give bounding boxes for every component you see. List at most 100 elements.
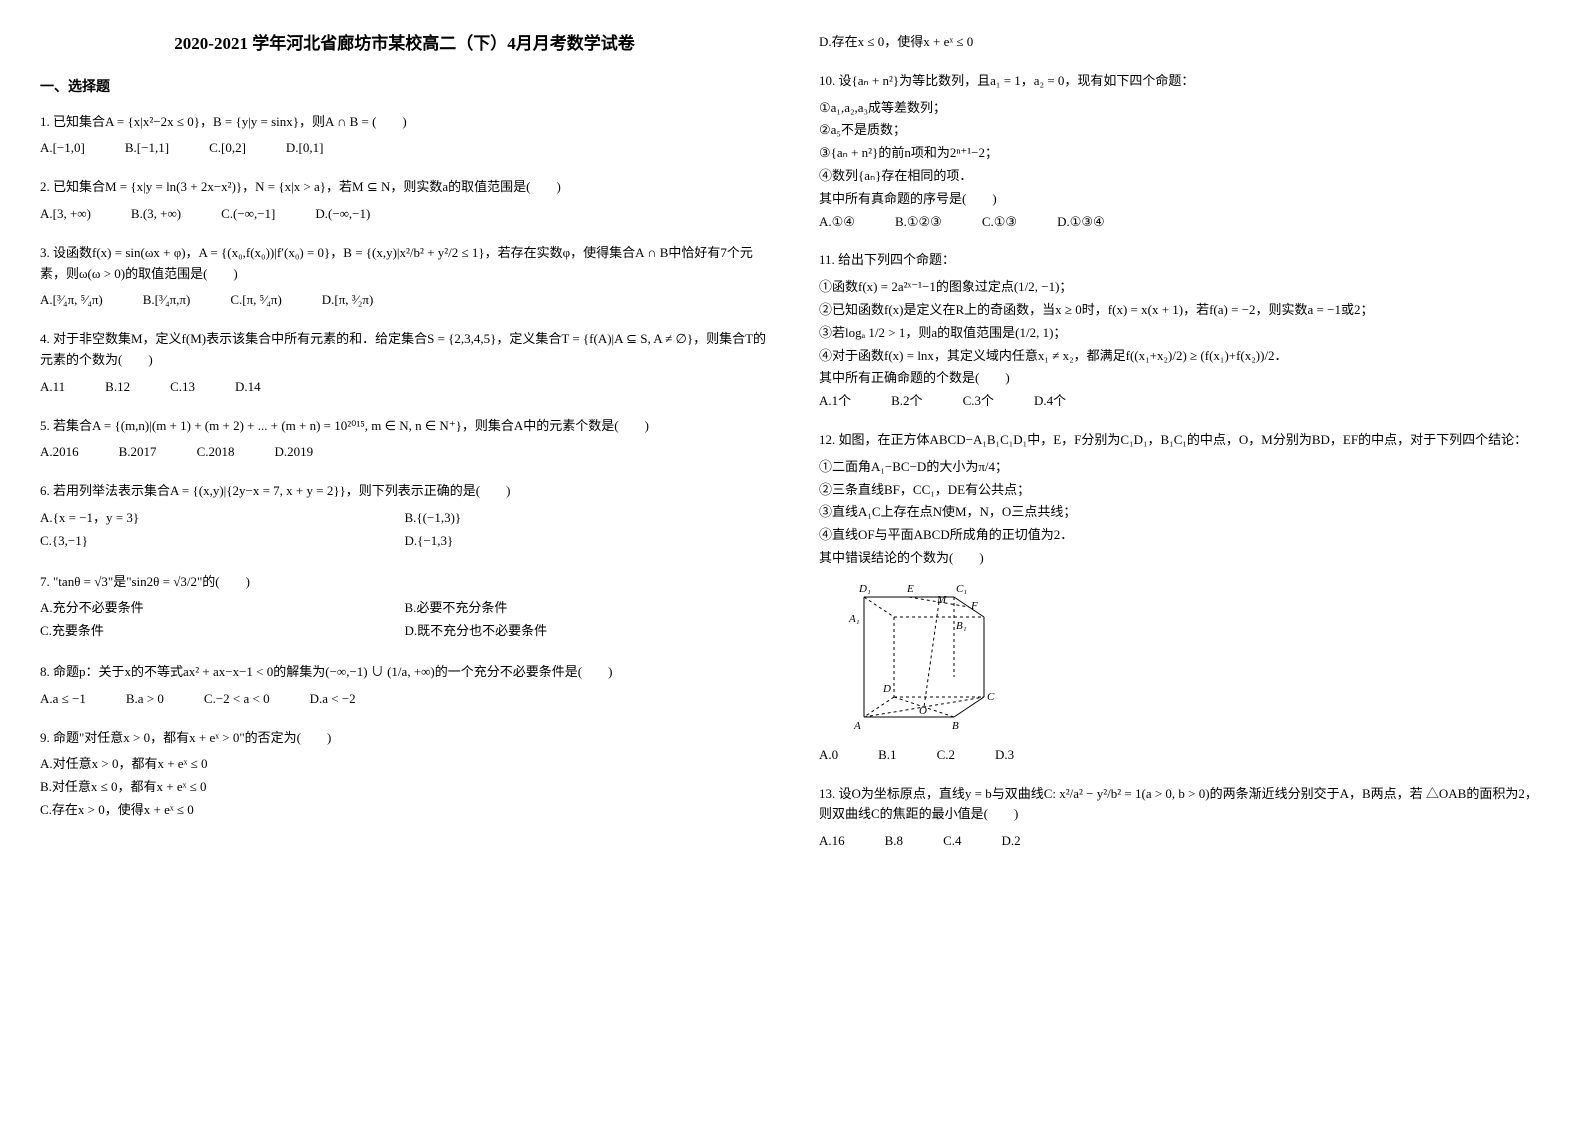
q6-opt-d: D.{−1,3} [405,531,770,552]
exam-title: 2020-2021 学年河北省廊坊市某校高二（下）4月月考数学试卷 [40,30,769,57]
q5-options: A.2016 B.2017 C.2018 D.2019 [40,442,769,463]
q9-opt-b: B.对任意x ≤ 0，都有x + eˣ ≤ 0 [40,777,769,798]
q11-stem: 11. 给出下列四个命题： [819,250,1548,271]
q1-options: A.[−1,0] B.[−1,1] C.[0,2] D.[0,1] [40,138,769,159]
q2-opt-b: B.(3, +∞) [131,204,181,225]
q9-stem: 9. 命题"对任意x > 0，都有x + eˣ > 0"的否定为( ) [40,728,769,749]
q4-opt-d: D.14 [235,377,261,398]
q8-opt-d: D.a < −2 [310,689,356,710]
q12-opt-a: A.0 [819,745,838,766]
label-a1: A₁ [848,613,860,625]
q8-options: A.a ≤ −1 B.a > 0 C.−2 < a < 0 D.a < −2 [40,689,769,710]
q10-options: A.①④ B.①②③ C.①③ D.①③④ [819,212,1548,233]
q4-stem: 4. 对于非空数集M，定义f(M)表示该集合中所有元素的和．给定集合S = {2… [40,329,769,371]
q6-options: A.{x = −1，y = 3} B.{(−1,3)} C.{3,−1} D.{… [40,508,769,554]
q10-s2: ②a₅不是质数； [819,120,1548,141]
q2-opt-a: A.[3, +∞) [40,204,91,225]
question-4: 4. 对于非空数集M，定义f(M)表示该集合中所有元素的和．给定集合S = {2… [40,329,769,397]
q1-opt-a: A.[−1,0] [40,138,85,159]
q8-opt-c: C.−2 < a < 0 [204,689,270,710]
q5-opt-a: A.2016 [40,442,79,463]
q12-s1: ①二面角A₁−BC−D的大小为π/4； [819,457,1548,478]
q6-opt-c: C.{3,−1} [40,531,405,552]
q12-s4: ④直线OF与平面ABCD所成角的正切值为2． [819,525,1548,546]
q11-options: A.1个 B.2个 C.3个 D.4个 [819,391,1548,412]
q7-opt-d: D.既不充分也不必要条件 [405,621,770,642]
right-column: D.存在x ≤ 0，使得x + eˣ ≤ 0 10. 设{aₙ + n²}为等比… [819,30,1548,1093]
q6-opt-b: B.{(−1,3)} [405,508,770,529]
q11-opt-a: A.1个 [819,391,851,412]
q11-opt-c: C.3个 [963,391,994,412]
label-e: E [906,583,914,595]
q11-opt-b: B.2个 [891,391,922,412]
q7-opt-c: C.充要条件 [40,621,405,642]
label-f: F [970,600,978,612]
q10-opt-d: D.①③④ [1057,212,1105,233]
q12-opt-b: B.1 [878,745,896,766]
q11-s2: ②已知函数f(x)是定义在R上的奇函数，当x ≥ 0时，f(x) = x(x +… [819,300,1548,321]
q2-opt-c: C.(−∞,−1] [221,204,275,225]
question-6: 6. 若用列举法表示集合A = {(x,y)|{2y−x = 7, x + y … [40,481,769,553]
q12-tail: 其中错误结论的个数为( ) [819,548,1548,569]
q11-s4: ④对于函数f(x) = lnx，其定义域内任意x₁ ≠ x₂，都满足f((x₁+… [819,346,1548,367]
q9-opt-d: D.存在x ≤ 0，使得x + eˣ ≤ 0 [819,32,1548,53]
q11-s1: ①函数f(x) = 2a²ˣ⁻¹−1的图象过定点(1/2, −1)； [819,277,1548,298]
q13-opt-d: D.2 [1001,831,1020,852]
q7-opt-a: A.充分不必要条件 [40,598,405,619]
q10-opt-c: C.①③ [982,212,1017,233]
label-b1: B₁ [956,620,967,632]
q7-options: A.充分不必要条件 B.必要不充分条件 C.充要条件 D.既不充分也不必要条件 [40,598,769,644]
q3-opt-c: C.[π, ⁵⁄₄π) [230,290,281,311]
question-12: 12. 如图，在正方体ABCD−A₁B₁C₁D₁中，E，F分别为C₁D₁，B₁C… [819,430,1548,766]
q3-stem: 3. 设函数f(x) = sin(ωx + φ)，A = {(x₀,f(x₀))… [40,243,769,285]
q5-opt-d: D.2019 [274,442,313,463]
q9-opt-a: A.对任意x > 0，都有x + eˣ ≤ 0 [40,754,769,775]
label-d1: D₁ [858,583,871,595]
q13-options: A.16 B.8 C.4 D.2 [819,831,1548,852]
q2-opt-d: D.(−∞,−1) [315,204,370,225]
q10-s1: ①a₁,a₂,a₃成等差数列； [819,98,1548,119]
q10-tail: 其中所有真命题的序号是( ) [819,189,1548,210]
q11-tail: 其中所有正确命题的个数是( ) [819,368,1548,389]
q9-opt-c: C.存在x > 0，使得x + eˣ ≤ 0 [40,800,769,821]
q8-stem: 8. 命题p：关于x的不等式ax² + ax−x−1 < 0的解集为(−∞,−1… [40,662,769,683]
question-11: 11. 给出下列四个命题： ①函数f(x) = 2a²ˣ⁻¹−1的图象过定点(1… [819,250,1548,412]
q1-opt-d: D.[0,1] [286,138,324,159]
q4-opt-c: C.13 [170,377,195,398]
q10-opt-b: B.①②③ [895,212,942,233]
q5-opt-c: C.2018 [197,442,235,463]
q3-opt-b: B.[³⁄₄π,π) [143,290,191,311]
q3-opt-a: A.[³⁄₄π, ⁵⁄₄π) [40,290,103,311]
q1-opt-c: C.[0,2] [209,138,246,159]
question-3: 3. 设函数f(x) = sin(ωx + φ)，A = {(x₀,f(x₀))… [40,243,769,311]
label-c: C [987,691,995,703]
q4-opt-a: A.11 [40,377,65,398]
q13-opt-a: A.16 [819,831,845,852]
q1-stem: 1. 已知集合A = {x|x²−2x ≤ 0}，B = {y|y = sinx… [40,112,769,133]
q2-options: A.[3, +∞) B.(3, +∞) C.(−∞,−1] D.(−∞,−1) [40,204,769,225]
q7-opt-b: B.必要不充分条件 [405,598,770,619]
q12-options: A.0 B.1 C.2 D.3 [819,745,1548,766]
section-heading: 一、选择题 [40,77,769,99]
q6-stem: 6. 若用列举法表示集合A = {(x,y)|{2y−x = 7, x + y … [40,481,769,502]
q9-options: A.对任意x > 0，都有x + eˣ ≤ 0 B.对任意x ≤ 0，都有x +… [40,754,769,820]
q11-opt-d: D.4个 [1034,391,1066,412]
q13-opt-c: C.4 [943,831,961,852]
label-d: D [882,683,891,695]
left-column: 2020-2021 学年河北省廊坊市某校高二（下）4月月考数学试卷 一、选择题 … [40,30,769,1093]
q13-opt-b: B.8 [885,831,903,852]
question-7: 7. "tanθ = √3"是"sin2θ = √3/2"的( ) A.充分不必… [40,572,769,644]
q4-opt-b: B.12 [105,377,130,398]
question-13: 13. 设O为坐标原点，直线y = b与双曲线C: x²/a² − y²/b² … [819,784,1548,852]
q10-stem: 10. 设{aₙ + n²}为等比数列，且a₁ = 1，a₂ = 0，现有如下四… [819,71,1548,92]
q3-options: A.[³⁄₄π, ⁵⁄₄π) B.[³⁄₄π,π) C.[π, ⁵⁄₄π) D.… [40,290,769,311]
label-o: O [919,705,927,717]
q6-opt-a: A.{x = −1，y = 3} [40,508,405,529]
q5-stem: 5. 若集合A = {(m,n)|(m + 1) + (m + 2) + ...… [40,416,769,437]
label-b: B [952,720,959,732]
question-9: 9. 命题"对任意x > 0，都有x + eˣ > 0"的否定为( ) A.对任… [40,728,769,821]
label-c1: C₁ [956,583,967,595]
q3-opt-d: D.[π, ³⁄₂π) [322,290,374,311]
q1-opt-b: B.[−1,1] [125,138,169,159]
q4-options: A.11 B.12 C.13 D.14 [40,377,769,398]
